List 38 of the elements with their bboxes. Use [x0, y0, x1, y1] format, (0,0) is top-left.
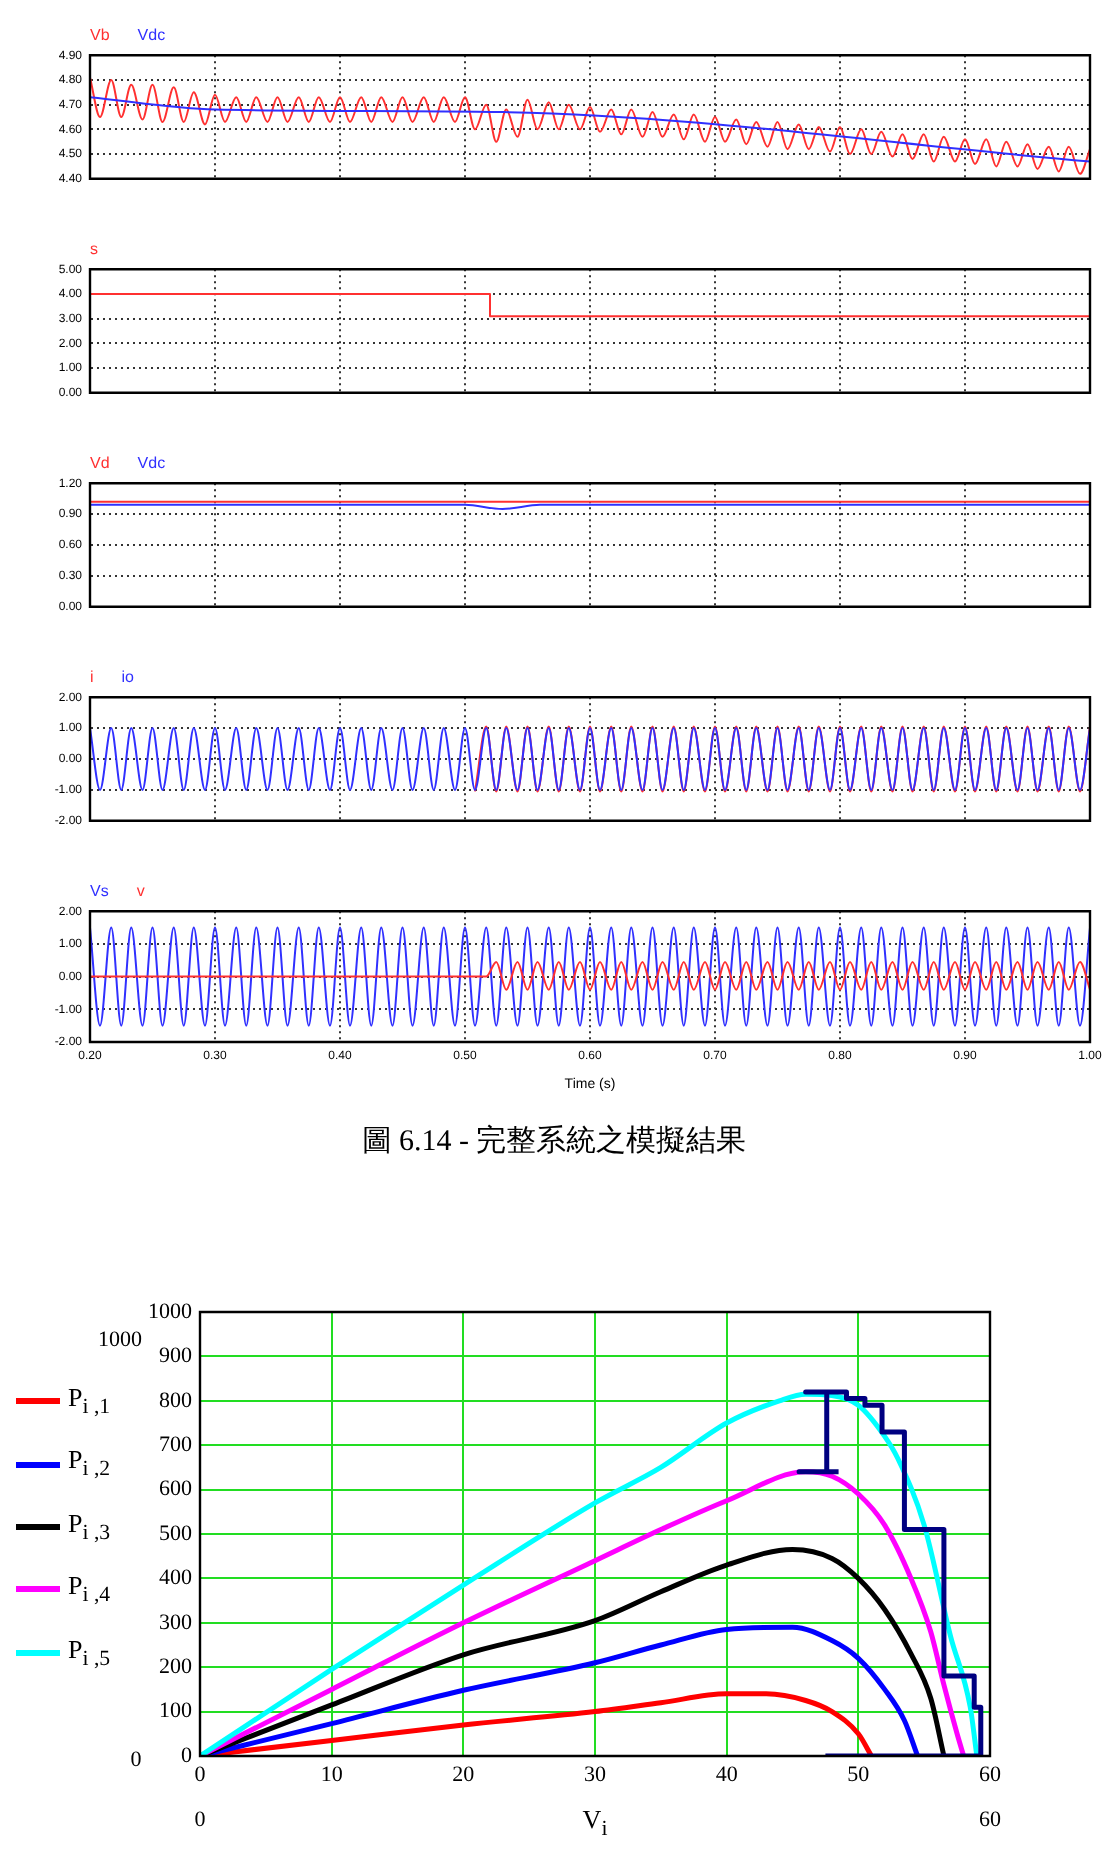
legend-label: P$_{i ,2}$ [68, 1444, 111, 1483]
legend-label: P$_{i ,1}$ [68, 1382, 111, 1420]
line-series [90, 96, 1090, 163]
y-tick-label: 800 [159, 1388, 193, 1413]
x-tick-label: 40 [715, 1762, 739, 1787]
legend-label: P$_{i ,3}$ [68, 1507, 111, 1545]
text: s [90, 239, 98, 258]
text: io [121, 667, 135, 686]
y-tick-label: 700 [159, 1432, 193, 1457]
text: 60 [979, 1808, 1001, 1832]
x-axis-title: V$_{i}$ [582, 1804, 608, 1842]
y-tick-label: 400 [159, 1566, 193, 1591]
x-tick-label: 50 [847, 1762, 871, 1787]
y-tick-label: 600 [159, 1477, 193, 1502]
text: Vdc [137, 453, 166, 472]
y-tick-label: 100 [159, 1699, 193, 1724]
legend-label: P$_{i ,4}$ [68, 1570, 111, 1608]
y-tick-label: 1000 [148, 1299, 193, 1324]
y-tick-label: 300 [159, 1610, 193, 1635]
y-tick-label: 500 [159, 1521, 193, 1546]
legend-label: P$_{i ,5}$ [68, 1633, 111, 1671]
caption: 圖 6.14 - 完整系統之模擬結果 [361, 1122, 747, 1160]
text: Vb [90, 25, 110, 44]
text: 1000 [98, 1328, 142, 1352]
line-series [90, 76, 1090, 175]
text: v [136, 881, 145, 900]
y-tick-label: 200 [159, 1654, 193, 1679]
x-tick-label: 10 [320, 1762, 344, 1787]
y-tick-label: 900 [159, 1344, 193, 1369]
text: i [90, 667, 94, 686]
x-tick-label: 60 [979, 1762, 1002, 1787]
y-tick-label: 0 [181, 1743, 193, 1768]
text: Vdc [137, 25, 166, 44]
x-tick-label: 30 [584, 1762, 607, 1787]
series-label: Vd [90, 453, 110, 472]
x-tick-label: 20 [452, 1762, 476, 1787]
series-label: Vs [90, 881, 109, 900]
line-series [200, 1391, 980, 1756]
